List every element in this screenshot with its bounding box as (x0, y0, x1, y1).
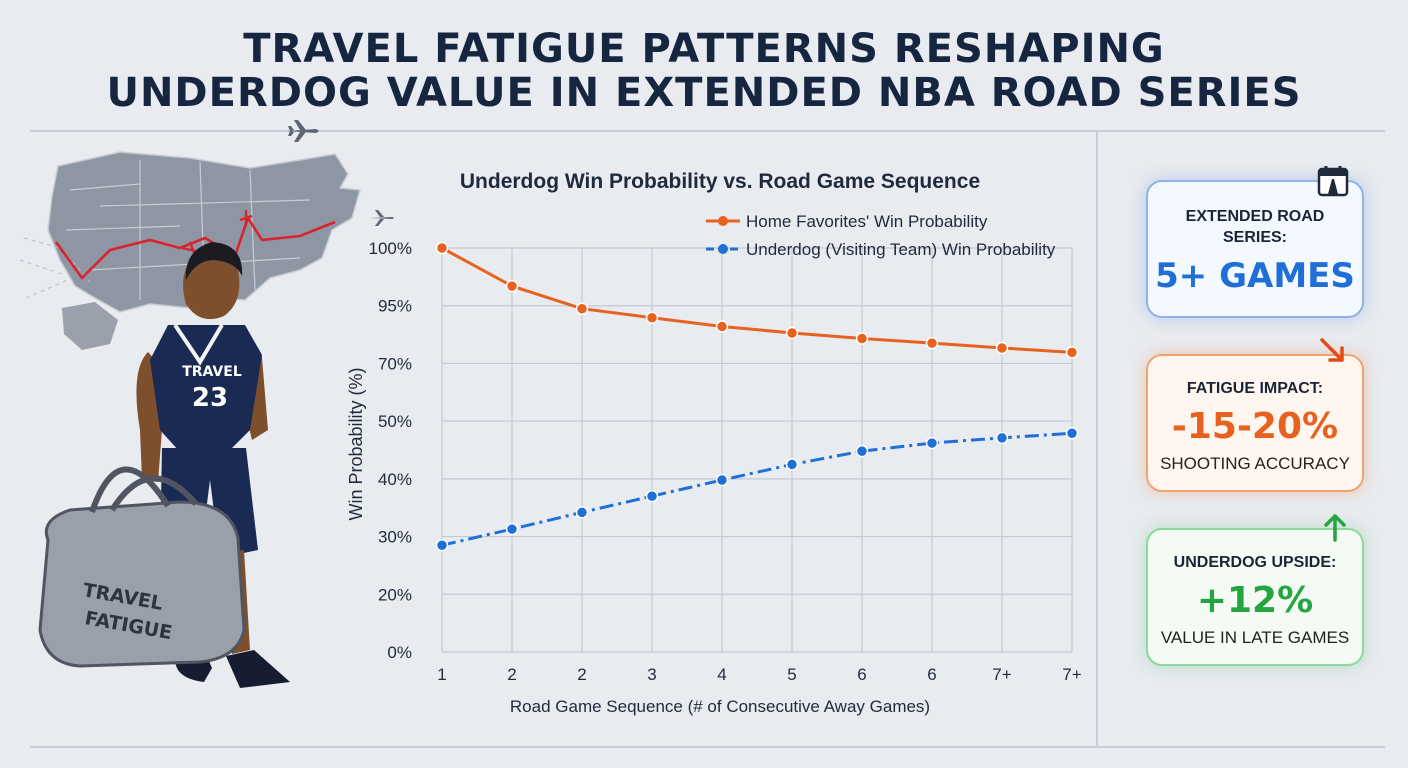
calendar-road-icon (1317, 166, 1349, 197)
us-map (19, 151, 361, 350)
legend-marker (718, 216, 728, 226)
page-title-line-1: TRAVEL FATIGUE PATTERNS RESHAPING (243, 26, 1165, 72)
y-tick-label: 30% (378, 528, 412, 547)
y-axis-label: Win Probability (%) (346, 367, 366, 520)
x-tick-label: 6 (857, 665, 866, 684)
series-1-point (1065, 427, 1079, 440)
jersey-number: 23 (192, 383, 228, 413)
series-line-0 (441, 246, 1073, 354)
x-tick-label: 2 (507, 665, 516, 684)
series-1-point (785, 458, 799, 471)
series-1-point (575, 506, 589, 519)
card-fatigue-value: -15-20% (1171, 406, 1339, 447)
x-tick-label: 6 (927, 665, 936, 684)
second-airplane-icon (370, 210, 394, 226)
series-1-point (855, 444, 869, 458)
page-title-line-2: UNDERDOG VALUE IN EXTENDED NBA ROAD SERI… (106, 70, 1302, 116)
series-1-point (925, 436, 939, 450)
legend-label: Home Favorites' Win Probability (746, 212, 988, 231)
x-tick-label: 2 (577, 665, 586, 684)
card-fatigue-label: FATIGUE IMPACT: (1186, 380, 1324, 397)
arrow-up-icon (1324, 514, 1346, 542)
x-axis-label: Road Game Sequence (# of Consecutive Awa… (510, 697, 930, 716)
chart-series (435, 241, 1079, 552)
travel-illustration: TRAVEL FATIGUE TRAVEL 23 (19, 151, 394, 688)
duffel-bag: TRAVEL FATIGUE (38, 466, 246, 668)
card-road-value: 5+ GAMES (1155, 256, 1355, 296)
y-tick-label: 40% (378, 470, 412, 489)
series-0-point (435, 241, 449, 255)
series-1-point (645, 489, 659, 503)
chart-grid (441, 247, 1073, 653)
series-0-point (995, 341, 1009, 355)
card-fatigue-sub: SHOOTING ACCURACY (1160, 454, 1350, 473)
arrow-down-right-icon (1320, 338, 1344, 362)
chart-title: Underdog Win Probability vs. Road Game S… (460, 170, 980, 193)
y-tick-label: 100% (369, 239, 412, 258)
series-0-point (855, 332, 869, 345)
y-tick-label: 20% (378, 585, 412, 604)
x-tick-label: 1 (437, 665, 446, 684)
extended-road-series-card: EXTENDED ROAD SERIES: 5+ GAMES (1146, 180, 1364, 318)
card-road-label-2: SERIES: (1222, 229, 1287, 246)
fatigue-impact-card: FATIGUE IMPACT: -15-20% SHOOTING ACCURAC… (1146, 354, 1364, 492)
series-1-point (505, 522, 519, 536)
series-1-point (715, 473, 729, 487)
series-0-point (925, 336, 939, 350)
card-upside-sub: VALUE IN LATE GAMES (1160, 628, 1350, 647)
card-road-label-1: EXTENDED ROAD (1185, 208, 1325, 225)
x-tick-label: 4 (717, 665, 726, 684)
x-tick-label: 5 (787, 665, 796, 684)
series-0-point (1065, 346, 1079, 359)
jersey-text: TRAVEL (182, 364, 242, 380)
chart-legend: Home Favorites' Win Probability Underdog … (706, 212, 1056, 259)
series-0-point (575, 302, 589, 315)
y-tick-label: 0% (387, 643, 412, 662)
series-0-point (505, 279, 519, 293)
x-tick-label: 7+ (992, 665, 1011, 684)
x-tick-labels: 1 2 2 3 4 5 6 6 7+ 7+ (437, 665, 1081, 684)
header-divider (30, 130, 1385, 132)
underdog-upside-card: UNDERDOG UPSIDE: +12% VALUE IN LATE GAME… (1146, 528, 1364, 666)
series-0-point (785, 326, 799, 340)
y-tick-label: 95% (378, 297, 412, 316)
series-1-point (995, 431, 1009, 445)
y-tick-labels: 0% 20% 30% 40% 50% 70% 95% 100% (369, 239, 412, 662)
series-0-point (715, 320, 729, 333)
airplane-icon (288, 120, 319, 142)
panel-divider (1096, 132, 1098, 748)
x-tick-label: 7+ (1062, 665, 1081, 684)
footer-divider (30, 746, 1385, 748)
x-tick-label: 3 (647, 665, 656, 684)
card-upside-value: +12% (1196, 580, 1314, 621)
win-probability-chart: Underdog Win Probability vs. Road Game S… (346, 170, 1082, 716)
series-0-point (645, 311, 659, 324)
y-tick-label: 50% (378, 412, 412, 431)
legend-label: Underdog (Visiting Team) Win Probability (746, 240, 1056, 259)
series-1-point (435, 538, 449, 552)
card-upside-label: UNDERDOG UPSIDE: (1173, 554, 1337, 571)
y-tick-label: 70% (378, 354, 412, 373)
legend-marker (718, 244, 728, 254)
series-line-1 (441, 431, 1073, 547)
